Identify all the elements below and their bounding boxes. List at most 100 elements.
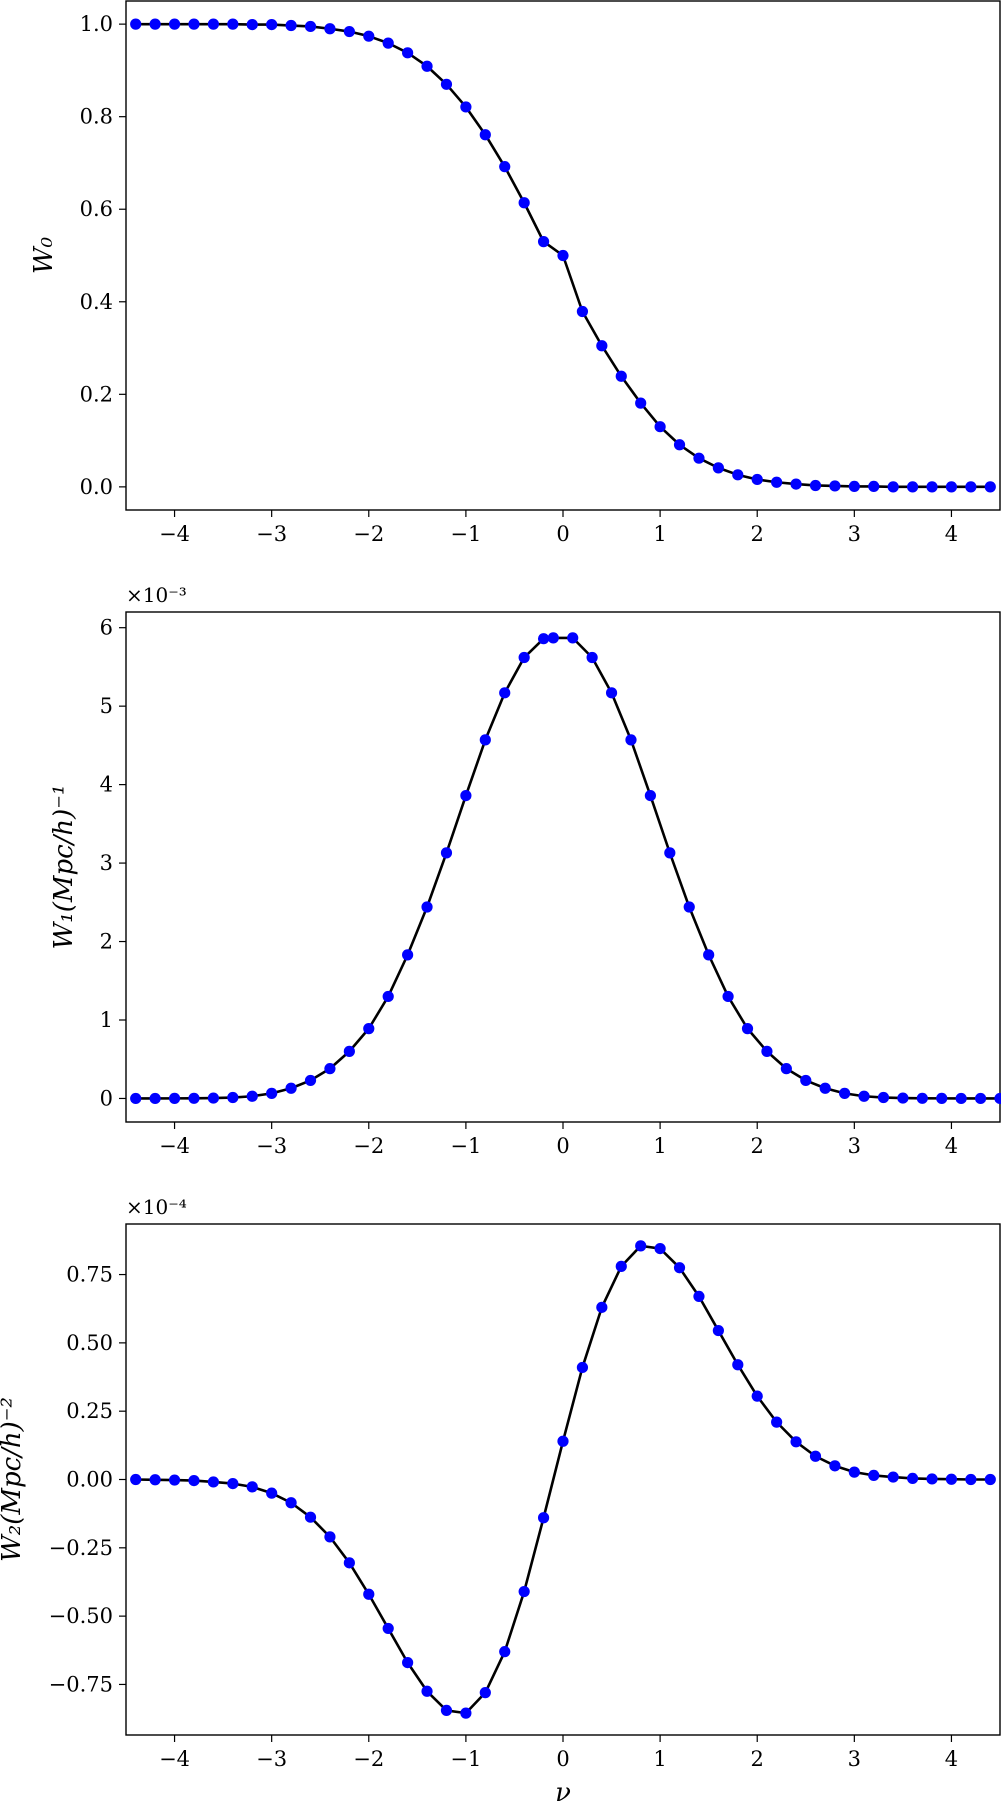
data-point [654,421,666,433]
data-point [440,1704,453,1717]
data-point [246,1090,258,1102]
data-point [596,1301,608,1313]
data-point [809,479,822,492]
data-point [557,1435,569,1447]
data-point [907,1472,919,1485]
data-point [994,1092,1001,1105]
data-point [586,651,598,664]
data-point [955,1092,967,1105]
data-point [829,1460,841,1472]
panel-w2: −4 −3 −2 −1 0 1 2 3 4 −0.75 −0.50 −0.25 0.00 0.25 0.50… [0,1195,1001,1803]
x-tick-label: −1 [450,1747,481,1771]
data-point [965,1473,977,1486]
data-point [703,949,715,961]
y-axis-label: W₀ [29,236,59,274]
data-point [712,462,724,474]
data-point [771,1416,783,1428]
y-tick-label: 0 [100,1086,113,1110]
data-point [751,1390,763,1402]
data-point [518,651,530,664]
data-point [615,370,627,382]
y-tick-label: −0.75 [49,1672,113,1696]
data-point [537,1512,550,1524]
data-point [227,1478,239,1490]
data-point [421,901,433,913]
data-point [537,236,550,248]
data-point [149,1092,161,1105]
data-point [227,1091,239,1104]
data-point [926,481,938,493]
data-point [567,632,579,644]
data-point [635,1240,647,1252]
data-point [693,452,705,464]
y-tick-label: 0.50 [66,1331,113,1355]
data-point [712,1324,724,1337]
data-point [644,790,657,802]
data-point [188,1474,200,1487]
data-point [285,1082,297,1094]
data-point [848,480,860,492]
series-line [134,1244,992,1715]
data-point [382,37,394,49]
data-point [868,480,880,492]
data-point [207,1092,219,1104]
data-point [246,19,258,31]
data-point [936,1092,948,1104]
data-point [809,1450,822,1462]
data-point [130,18,142,30]
data-point [168,18,181,30]
data-point [576,1361,589,1374]
data-point [343,1045,355,1057]
data-point [402,949,414,961]
x-axis-label: ν [555,1778,571,1803]
data-point [848,1466,860,1478]
data-point [266,1487,278,1499]
data-point [304,20,317,33]
data-point [761,1045,773,1057]
y-tick-label: 0.4 [80,290,113,314]
x-tick-label: 3 [848,1747,861,1771]
y-axis-label: W₁(Mpc/h)⁻¹ [49,785,79,950]
data-point [421,1685,433,1697]
x-tick-label: 2 [751,522,764,546]
data-point [829,480,841,492]
y-tick-label: 0.6 [80,197,113,221]
data-point [188,18,200,30]
x-tick-label: −2 [353,522,384,546]
data-point [440,847,453,859]
data-point [304,1511,317,1523]
data-point [984,481,996,493]
data-point [363,1023,375,1035]
panel-w1: −4 −3 −2 −1 0 1 2 3 4 0 1 2 3 4 5 6 W₁(Mpc/h)⁻¹ ×10⁻³ [49,583,1001,1158]
scale-multiplier: ×10⁻⁴ [126,1195,187,1219]
data-point [771,476,783,488]
y-tick-label: 4 [100,773,113,797]
data-point [149,1474,161,1486]
data-point [207,1476,219,1488]
data-point [266,19,278,31]
data-point [780,1063,792,1075]
data-point [499,687,511,699]
y-axis-label: W₂(Mpc/h)⁻² [0,1397,27,1562]
data-point [547,632,559,644]
y-tick-label: 0.2 [80,382,113,406]
panel-w0: −4 −3 −2 −1 0 1 2 3 4 0.0 0.2 0.4 0.6 0.8 1.0 W₀ [29,0,1001,546]
data-point [382,1622,394,1635]
data-point [363,1588,375,1600]
data-point [479,129,491,141]
data-point [897,1092,909,1104]
data-point [518,197,530,209]
data-point [887,481,899,493]
data-point [168,1092,181,1104]
data-point [868,1469,880,1481]
data-point [732,1359,744,1371]
data-point [382,990,394,1003]
data-point [605,687,618,699]
data-point [654,1242,666,1255]
data-point [285,19,297,32]
data-point [877,1091,890,1104]
data-point [363,30,375,42]
data-point [440,78,453,90]
data-point [304,1074,317,1087]
